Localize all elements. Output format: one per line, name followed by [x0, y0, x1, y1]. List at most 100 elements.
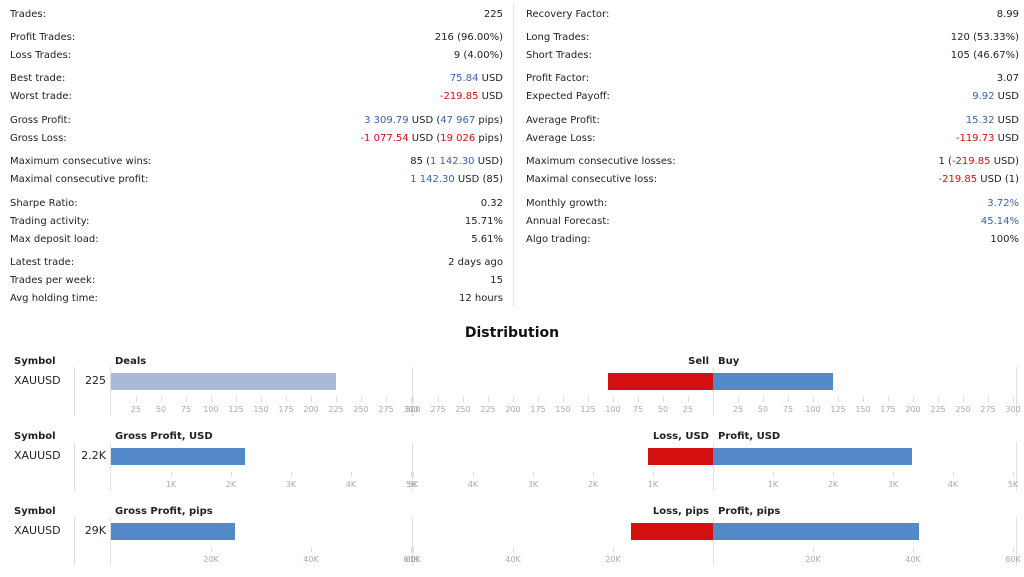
- stat-row: Gross Loss: -1 077.54 USD (19 026 pips): [10, 131, 503, 147]
- stat-label: Gross Loss:: [10, 133, 67, 144]
- stat-label: Recovery Factor:: [526, 9, 610, 20]
- axis-tick-label: 40K: [505, 555, 521, 564]
- stat-row: Monthly growth: 3.72%: [526, 196, 1019, 212]
- stat-value: 120 (53.33%): [951, 30, 1019, 46]
- axis-tick-mark: [813, 547, 814, 552]
- stat-value-part: USD): [474, 156, 503, 167]
- stat-label: Max deposit load:: [10, 234, 99, 245]
- stat-value: 15: [490, 273, 503, 289]
- axis-tick-label: 4K: [345, 480, 357, 489]
- stat-label: Best trade:: [10, 73, 66, 84]
- axis-tick-mark: [286, 397, 287, 402]
- stat-row: Average Profit: 15.32 USD: [526, 113, 1019, 129]
- stat-row: Gross Profit: 3 309.79 USD (47 967 pips): [10, 113, 503, 129]
- axis-tick-mark: [136, 397, 137, 402]
- axis-tick-label: 20K: [605, 555, 621, 564]
- symbol-header: Symbol: [14, 431, 56, 442]
- axis-tick-label: 20K: [805, 555, 821, 564]
- axis-tick-label: 40K: [905, 555, 921, 564]
- axis-tick-label: 3K: [285, 480, 297, 489]
- axis-tick-label: 25: [732, 405, 744, 414]
- axis-tick-label: 250: [353, 405, 369, 414]
- stat-label: Average Loss:: [526, 133, 596, 144]
- left-chart-header: Deals: [115, 356, 147, 367]
- axis-tick-mark: [838, 397, 839, 402]
- axis-tick-label: 1K: [165, 480, 177, 489]
- stat-label: Profit Factor:: [526, 73, 590, 84]
- axis-tick-mark: [738, 397, 739, 402]
- chart-gridline: [713, 367, 714, 416]
- axis-tick-label: 150: [855, 405, 871, 414]
- axis-tick-mark: [653, 472, 654, 477]
- axis-tick-mark: [888, 397, 889, 402]
- stat-value-part: USD (85): [454, 174, 503, 185]
- axis-tick-label: 40K: [303, 555, 319, 564]
- axis-tick-label: 50: [757, 405, 769, 414]
- symbol-total: 29K: [84, 524, 106, 537]
- stat-label: Algo trading:: [526, 234, 591, 245]
- stat-value-part: USD (: [408, 115, 441, 126]
- axis-tick-label: 200: [505, 405, 521, 414]
- stat-row: Sharpe Ratio: 0.32: [10, 196, 503, 212]
- stat-label: Sharpe Ratio:: [10, 198, 78, 209]
- left-bar: [111, 448, 245, 465]
- axis-tick-mark: [763, 397, 764, 402]
- axis-tick-mark: [413, 547, 414, 552]
- stat-value-part: USD (: [408, 133, 441, 144]
- stat-value-part: 12 hours: [458, 293, 503, 304]
- stat-value-part: pips): [475, 115, 503, 126]
- stat-value-part: 15.32: [965, 115, 995, 126]
- stat-value-part: 15.71%: [464, 216, 503, 227]
- axis-tick-mark: [211, 397, 212, 402]
- symbol-header: Symbol: [14, 506, 56, 517]
- stat-row: Average Loss: -119.73 USD: [526, 131, 1019, 147]
- chart-gridline: [74, 442, 75, 491]
- axis-tick-mark: [963, 397, 964, 402]
- axis-tick-mark: [813, 397, 814, 402]
- stat-row: Annual Forecast: 45.14%: [526, 214, 1019, 230]
- chart-gridline: [1016, 442, 1017, 491]
- axis-tick-mark: [291, 472, 292, 477]
- stat-value-part: 9.92: [972, 91, 995, 102]
- axis-tick-label: 75: [782, 405, 794, 414]
- chart-gridline: [412, 442, 413, 491]
- axis-tick-label: 2K: [587, 480, 599, 489]
- negative-chart-header: Loss, pips: [652, 506, 709, 517]
- axis-tick-mark: [311, 397, 312, 402]
- stat-label: Annual Forecast:: [526, 216, 610, 227]
- positive-bar: [713, 448, 912, 465]
- chart-gridline: [1016, 517, 1017, 566]
- axis-tick-label: 25: [682, 405, 694, 414]
- stat-value-part: 1 142.30: [410, 174, 455, 185]
- axis-tick-mark: [171, 472, 172, 477]
- axis-tick-label: 150: [253, 405, 269, 414]
- negative-bar: [608, 373, 713, 390]
- stat-label: Short Trades:: [526, 50, 592, 61]
- stat-row: Trades per week: 15: [10, 273, 503, 289]
- stat-value-part: 2 days ago: [448, 257, 503, 268]
- axis-tick-label: 300: [405, 405, 421, 414]
- stat-value-part: -219.85: [439, 91, 479, 102]
- stat-row: Best trade: 75.84 USD: [10, 71, 503, 87]
- symbol-total: 2.2K: [81, 449, 106, 462]
- stat-value-part: pips): [475, 133, 503, 144]
- stat-row: Algo trading: 100%: [526, 232, 1019, 248]
- stat-row: Loss Trades: 9 (4.00%): [10, 48, 503, 64]
- stat-value: 216 (96.00%): [435, 30, 503, 46]
- axis-tick-label: 4K: [947, 480, 959, 489]
- axis-tick-mark: [236, 397, 237, 402]
- stat-value-part: 47 967: [440, 115, 476, 126]
- positive-chart-header: Profit, USD: [718, 431, 781, 442]
- axis-tick-label: 225: [930, 405, 946, 414]
- stat-row: Worst trade: -219.85 USD: [10, 89, 503, 105]
- stat-row: Profit Trades: 216 (96.00%): [10, 30, 503, 46]
- symbol-name: XAUUSD: [14, 374, 61, 387]
- stat-value-part: 15: [490, 275, 503, 286]
- axis-tick-mark: [311, 547, 312, 552]
- axis-tick-label: 175: [530, 405, 546, 414]
- stat-row: Trading activity: 15.71%: [10, 214, 503, 230]
- axis-tick-mark: [893, 472, 894, 477]
- stat-row: Short Trades: 105 (46.67%): [526, 48, 1019, 64]
- stat-value: 225: [484, 7, 503, 23]
- axis-tick-mark: [488, 397, 489, 402]
